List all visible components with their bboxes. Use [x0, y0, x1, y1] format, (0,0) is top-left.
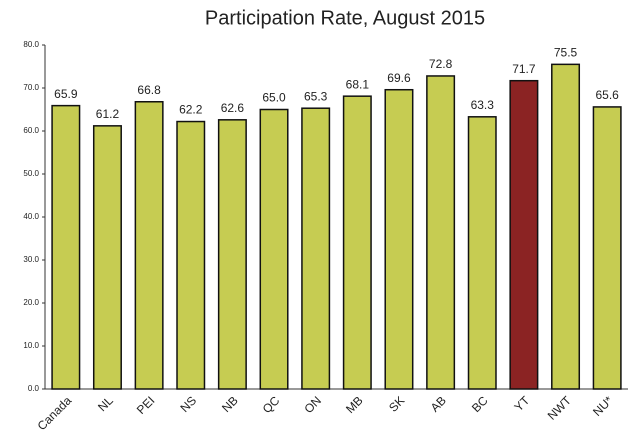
value-label: 65.6: [595, 88, 619, 102]
x-tick-label: NB: [219, 393, 241, 415]
x-tick-label: YT: [512, 393, 533, 414]
x-tick-label: NL: [95, 393, 116, 414]
x-tick-label: NU*: [590, 393, 616, 419]
bar: [426, 75, 456, 390]
bar: [551, 63, 581, 390]
x-tick-label: PEI: [134, 393, 158, 417]
y-tick-label: 20.0: [23, 298, 39, 307]
x-tick-label: MB: [343, 393, 366, 416]
x-tick-label: NWT: [545, 393, 575, 423]
y-tick-label: 60.0: [23, 126, 39, 135]
bar: [467, 116, 497, 390]
value-label: 65.0: [262, 91, 286, 105]
bar: [217, 119, 247, 390]
y-tick-label: 0.0: [28, 384, 40, 393]
value-label: 62.6: [221, 101, 245, 115]
bar: [92, 125, 122, 390]
value-label: 75.5: [554, 46, 578, 60]
bar: [176, 120, 206, 390]
bar: [509, 79, 539, 390]
value-label: 61.2: [96, 107, 120, 121]
bar: [134, 101, 164, 390]
chart-title: Participation Rate, August 2015: [205, 7, 485, 29]
x-tick-label: SK: [386, 393, 407, 414]
bar: [384, 88, 414, 390]
y-tick-label: 30.0: [23, 255, 39, 264]
x-tick-label: QC: [260, 393, 283, 416]
value-label: 63.3: [471, 98, 495, 112]
x-tick-label: ON: [301, 393, 324, 416]
value-label: 68.1: [346, 77, 370, 91]
bar: [592, 106, 622, 390]
y-tick-label: 70.0: [23, 83, 39, 92]
value-label: 62.2: [179, 103, 203, 117]
bar: [342, 95, 372, 390]
value-label: 71.7: [512, 62, 536, 76]
value-label: 65.3: [304, 89, 328, 103]
bar: [301, 107, 331, 390]
y-tick-label: 80.0: [23, 40, 39, 49]
x-tick-label: BC: [469, 393, 491, 415]
y-tick-label: 40.0: [23, 212, 39, 221]
x-tick-label: Canada: [35, 393, 75, 433]
y-tick-label: 10.0: [23, 341, 39, 350]
x-tick-label: AB: [428, 393, 449, 414]
value-label: 72.8: [429, 57, 453, 71]
value-label: 69.6: [387, 71, 411, 85]
value-label: 65.9: [54, 87, 78, 101]
y-tick-label: 50.0: [23, 169, 39, 178]
bar: [259, 108, 289, 390]
value-label: 66.8: [137, 83, 161, 97]
x-tick-label: NS: [177, 393, 199, 415]
bar: [51, 104, 81, 390]
